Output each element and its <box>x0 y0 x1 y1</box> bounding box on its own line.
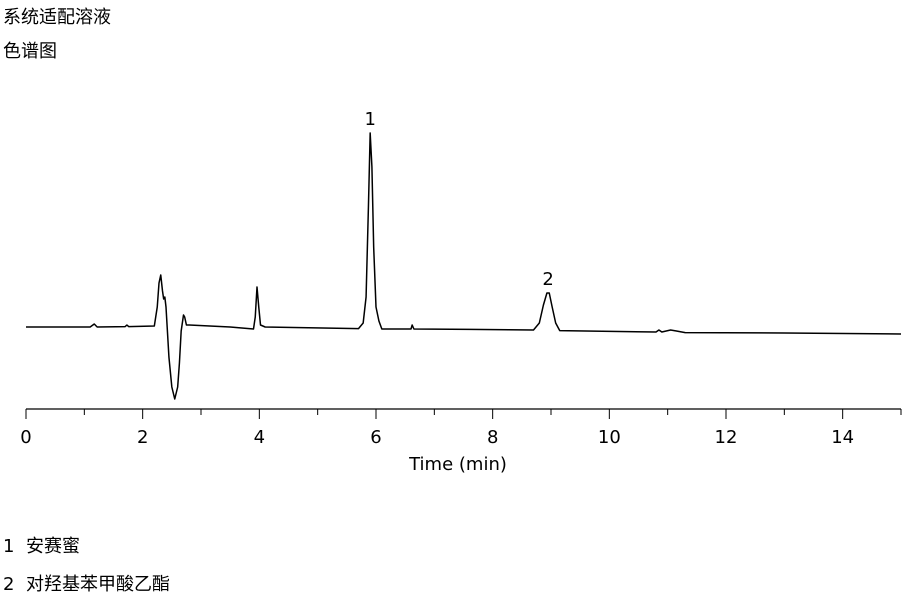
chromatogram-line <box>26 132 902 400</box>
x-tick-label: 4 <box>254 427 265 448</box>
x-tick-label: 12 <box>715 427 738 448</box>
x-tick-label: 10 <box>598 427 621 448</box>
x-tick-label: 2 <box>137 427 148 448</box>
x-axis-label: Time (min) <box>408 454 507 475</box>
chart-subtitle: 色谱图 <box>3 41 57 62</box>
chart-title: 系统适配溶液 <box>3 7 111 28</box>
x-tick-label: 14 <box>831 427 854 448</box>
peak-number: 2 <box>3 574 14 595</box>
peak-number: 1 <box>3 536 14 557</box>
x-tick-label: 8 <box>487 427 498 448</box>
peak-name: 对羟基苯甲酸乙酯 <box>26 574 170 595</box>
x-tick-label: 0 <box>20 427 31 448</box>
x-tick-label: 6 <box>370 427 381 448</box>
peak-name: 安赛蜜 <box>26 536 80 557</box>
peak-label: 2 <box>542 269 553 290</box>
peak-label: 1 <box>364 109 375 130</box>
